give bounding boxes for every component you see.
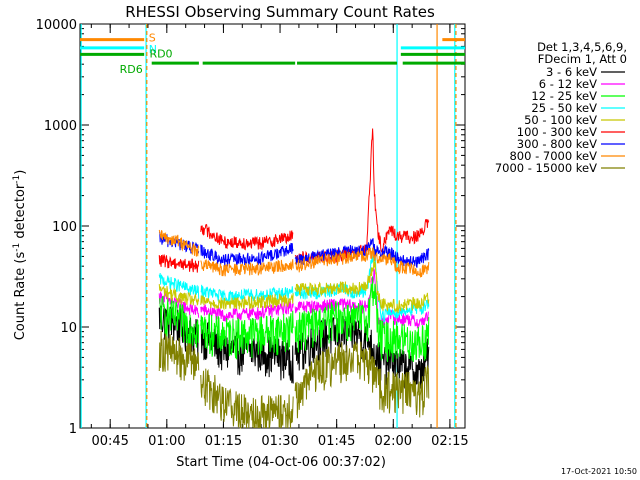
footer-timestamp: 17-Oct-2021 10:50 [561,467,637,476]
legend-entry-label: 3 - 6 keV [546,65,597,79]
legend-entry-label: 50 - 100 keV [524,113,597,127]
chart-title: RHESSI Observing Summary Count Rates [125,3,435,21]
x-tick-label: 00:45 [91,434,128,449]
series-line [158,330,200,381]
series-line [158,304,200,357]
series-line [158,229,200,257]
series-line [158,272,200,300]
x-tick-label: 01:15 [205,434,242,449]
legend-entry-label: 800 - 7000 keV [509,149,597,163]
x-tick-label: 01:30 [261,434,298,449]
legend-entry-label: 7000 - 15000 keV [495,161,597,175]
series-line [294,257,430,314]
series-line [200,242,294,267]
series-line [294,247,430,278]
series-line [200,310,294,360]
legend-header-line: Det 1,3,4,5,6,9, [537,40,627,54]
series-line [158,284,200,307]
y-tick-label: 10 [60,321,77,336]
flag-label-rd6: RD6 [120,63,143,76]
series-line [158,253,200,273]
y-axis-label-part-a: Count Rate (s [13,252,28,341]
y-axis-label: Count Rate (s-1 detector-1) [12,170,28,341]
legend-entry-label: 12 - 25 keV [531,89,597,103]
x-axis-label: Start Time (04-Oct-06 00:37:02) [176,455,386,470]
y-axis-label-part-d: -1 [12,175,22,184]
legend-entry-label: 300 - 800 keV [517,137,597,151]
y-tick-label: 1000 [44,119,77,134]
y-axis-label-part-e: ) [13,170,28,175]
y-axis-label-part-c: detector [13,183,28,243]
series-line [200,259,294,277]
series-line [159,295,200,350]
legend: Det 1,3,4,5,6,9,FDecim 1, Att 03 - 6 keV… [495,40,627,175]
legend-entry-label: 6 - 12 keV [539,77,597,91]
series-line [294,341,430,419]
y-tick-label: 100 [52,220,77,235]
legend-entry-label: 25 - 50 keV [531,101,597,115]
series-line [294,268,429,329]
x-tick-label: 02:00 [375,434,412,449]
legend-header-line: FDecim 1, Att 0 [538,52,627,66]
x-tick-label: 01:00 [148,434,185,449]
y-axis-label-part-b: -1 [12,243,22,252]
series-line [200,293,294,311]
y-tick-label: 1 [69,422,77,437]
legend-entry-label: 100 - 300 keV [517,125,597,139]
flag-label-rd0: RD0 [149,47,172,60]
plot-area: 1 10 100 1000 10000 00:45 01:00 01:15 01:30 01:45… [36,18,469,449]
series-line [200,223,294,251]
flag-label-n: N [149,43,157,56]
y-tick-label: 10000 [36,18,77,33]
series-line [294,247,430,323]
series-line [200,368,294,429]
flag-label-s: S [149,32,156,45]
x-tick-label: 01:45 [318,434,355,449]
x-tick-label: 02:15 [431,434,468,449]
series-line [294,276,430,363]
